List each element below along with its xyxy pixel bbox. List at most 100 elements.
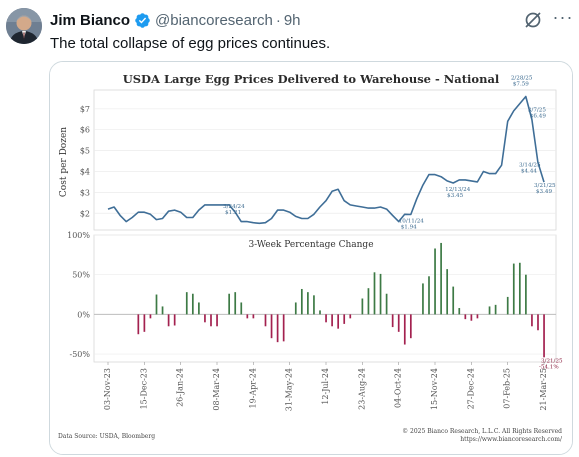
negative-bar [210, 314, 212, 327]
negative-bar [464, 314, 467, 320]
price-annotation-date: 12/13/24 [445, 187, 471, 193]
positive-bar [240, 302, 243, 315]
price-annotation-date: 3/14/25 [519, 162, 541, 168]
negative-bar [252, 314, 255, 319]
positive-bar [525, 274, 527, 315]
timestamp[interactable]: 9h [283, 11, 301, 29]
positive-bar [155, 294, 158, 315]
x-tick-label: 08-Mar-24 [212, 368, 221, 411]
positive-bar [300, 288, 303, 315]
x-tick-label: 03-Nov-23 [103, 368, 112, 410]
negative-bar [343, 314, 346, 324]
tweet-media[interactable]: USDA Large Egg Prices Delivered to Wareh… [49, 61, 573, 455]
price-panel-frame [93, 89, 557, 231]
negative-bar [246, 314, 249, 319]
positive-bar [313, 295, 315, 315]
positive-bar [440, 242, 442, 315]
chart-title: USDA Large Egg Prices Delivered to Wareh… [123, 72, 500, 86]
price-annotation-date: 10/11/24 [399, 218, 425, 224]
negative-bar [173, 314, 176, 326]
negative-bar [391, 314, 394, 328]
x-tick-label: 19-Apr-24 [248, 368, 257, 409]
positive-bar [458, 308, 461, 315]
price-annotation-value: $3.49 [536, 189, 552, 195]
source-url: https://www.biancoresearch.com/ [460, 436, 563, 443]
positive-bar [494, 304, 497, 315]
price-tick-label: $7 [80, 105, 90, 114]
positive-bar [191, 293, 194, 315]
price-tick-label: $2 [80, 209, 90, 218]
negative-bar [531, 314, 533, 327]
x-tick-label: 23-Aug-24 [357, 368, 366, 410]
change-tick-label: 50% [72, 271, 90, 280]
x-tick-label: 07-Feb-25 [503, 368, 512, 409]
negative-bar [167, 314, 170, 327]
negative-bar [403, 314, 406, 345]
positive-bar [452, 286, 455, 315]
negative-bar [149, 314, 152, 319]
change-annotation-date: 3/21/25 [541, 358, 563, 364]
negative-bar [216, 314, 218, 327]
grok-icon[interactable] [522, 9, 544, 31]
price-tick-label: $4 [80, 167, 90, 176]
positive-bar [373, 272, 376, 315]
negative-bar [270, 314, 273, 339]
y-axis-label: Cost per Dozen [59, 127, 69, 197]
change-tick-label: 100% [67, 231, 90, 240]
avatar-image [6, 8, 42, 44]
price-tick-label: $5 [80, 147, 90, 156]
more-icon[interactable]: ··· [552, 7, 574, 27]
verified-badge-icon [134, 12, 151, 29]
tweet-text: The total collapse of egg prices continu… [50, 35, 331, 52]
price-annotation-date: 3/21/25 [534, 183, 556, 189]
positive-bar [319, 310, 321, 315]
x-tick-label: 21-Mar-25 [539, 368, 548, 411]
positive-bar [422, 283, 424, 315]
change-tick-label: 0% [77, 310, 90, 319]
separator-dot: · [275, 11, 281, 29]
positive-bar [385, 293, 388, 315]
x-tick-label: 04-Oct-24 [394, 368, 403, 408]
negative-bar [409, 314, 412, 339]
negative-bar [543, 314, 545, 358]
price-annotation-value: $1.21 [225, 210, 241, 216]
negative-bar [476, 314, 479, 319]
positive-bar [198, 302, 200, 315]
price-annotation-value: $4.44 [521, 168, 537, 174]
negative-bar [397, 314, 400, 332]
x-tick-label: 12-Jul-24 [321, 368, 330, 405]
positive-bar [367, 288, 370, 315]
tweet-header: Jim Bianco @biancoresearch · 9h [50, 10, 301, 30]
positive-bar [512, 263, 515, 315]
bar-chart-title: 3-Week Percentage Change [248, 240, 373, 250]
egg-price-chart: USDA Large Egg Prices Delivered to Wareh… [50, 62, 572, 454]
author-handle[interactable]: @biancoresearch [155, 11, 273, 29]
author-name[interactable]: Jim Bianco [50, 11, 131, 29]
price-annotation-date: 3/7/25 [528, 107, 546, 113]
negative-bar [331, 314, 333, 327]
price-series-line [107, 95, 545, 225]
price-annotation-value: $7.59 [513, 81, 529, 87]
negative-bar [276, 314, 279, 343]
change-annotation-value: -54.1% [539, 364, 559, 370]
avatar[interactable] [6, 8, 42, 44]
negative-bar [204, 314, 206, 323]
x-tick-label: 15-Nov-24 [430, 368, 439, 410]
price-tick-label: $6 [80, 126, 90, 135]
positive-bar [228, 293, 231, 315]
negative-bar [264, 314, 267, 327]
positive-bar [379, 273, 382, 315]
positive-bar [518, 262, 521, 315]
positive-bar [506, 296, 509, 315]
x-tick-label: 27-Dec-24 [466, 368, 475, 409]
negative-bar [282, 314, 285, 342]
positive-bar [361, 298, 364, 315]
negative-bar [143, 314, 146, 332]
negative-bar [470, 314, 473, 321]
positive-bar [428, 276, 430, 315]
negative-bar [325, 314, 327, 323]
x-tick-label: 26-Jan-24 [176, 368, 185, 407]
price-annotation-value: $1.94 [401, 224, 417, 230]
positive-bar [161, 306, 164, 315]
positive-bar [294, 302, 297, 315]
